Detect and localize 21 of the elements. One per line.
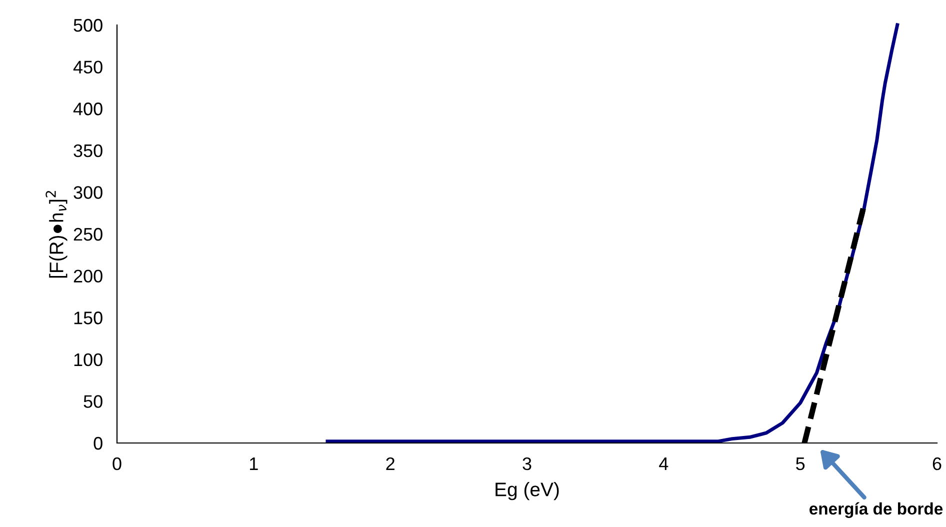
x-tick-label: 6 xyxy=(932,457,942,470)
x-tick-label: 3 xyxy=(522,457,532,470)
x-tick-label: 0 xyxy=(112,457,122,470)
y-tick-label: 300 xyxy=(74,186,102,199)
y-tick-label: 400 xyxy=(73,102,102,116)
y-tick-label: 200 xyxy=(74,270,102,283)
x-tick-label: 4 xyxy=(659,458,668,470)
y-tick-label: 500 xyxy=(74,18,102,32)
y-axis-title: [F(R)●h$_{ν}$]$^{2}$ xyxy=(46,190,68,278)
x-tick-label: 5 xyxy=(796,458,805,470)
text: energía de borde xyxy=(810,502,943,518)
x-tick-label: 1 xyxy=(250,458,258,470)
y-tick-label: 100 xyxy=(74,353,102,366)
y-tick-label: 0 xyxy=(94,436,102,450)
x-tick-label: 2 xyxy=(386,457,394,470)
y-tick-label: 450 xyxy=(73,60,102,74)
y-tick-label: 50 xyxy=(84,395,102,408)
y-tick-label: 150 xyxy=(74,312,102,324)
y-tick-label: 250 xyxy=(74,228,102,241)
y-tick-label: 350 xyxy=(74,144,102,158)
x-axis-title: Eg (eV) xyxy=(496,482,559,500)
